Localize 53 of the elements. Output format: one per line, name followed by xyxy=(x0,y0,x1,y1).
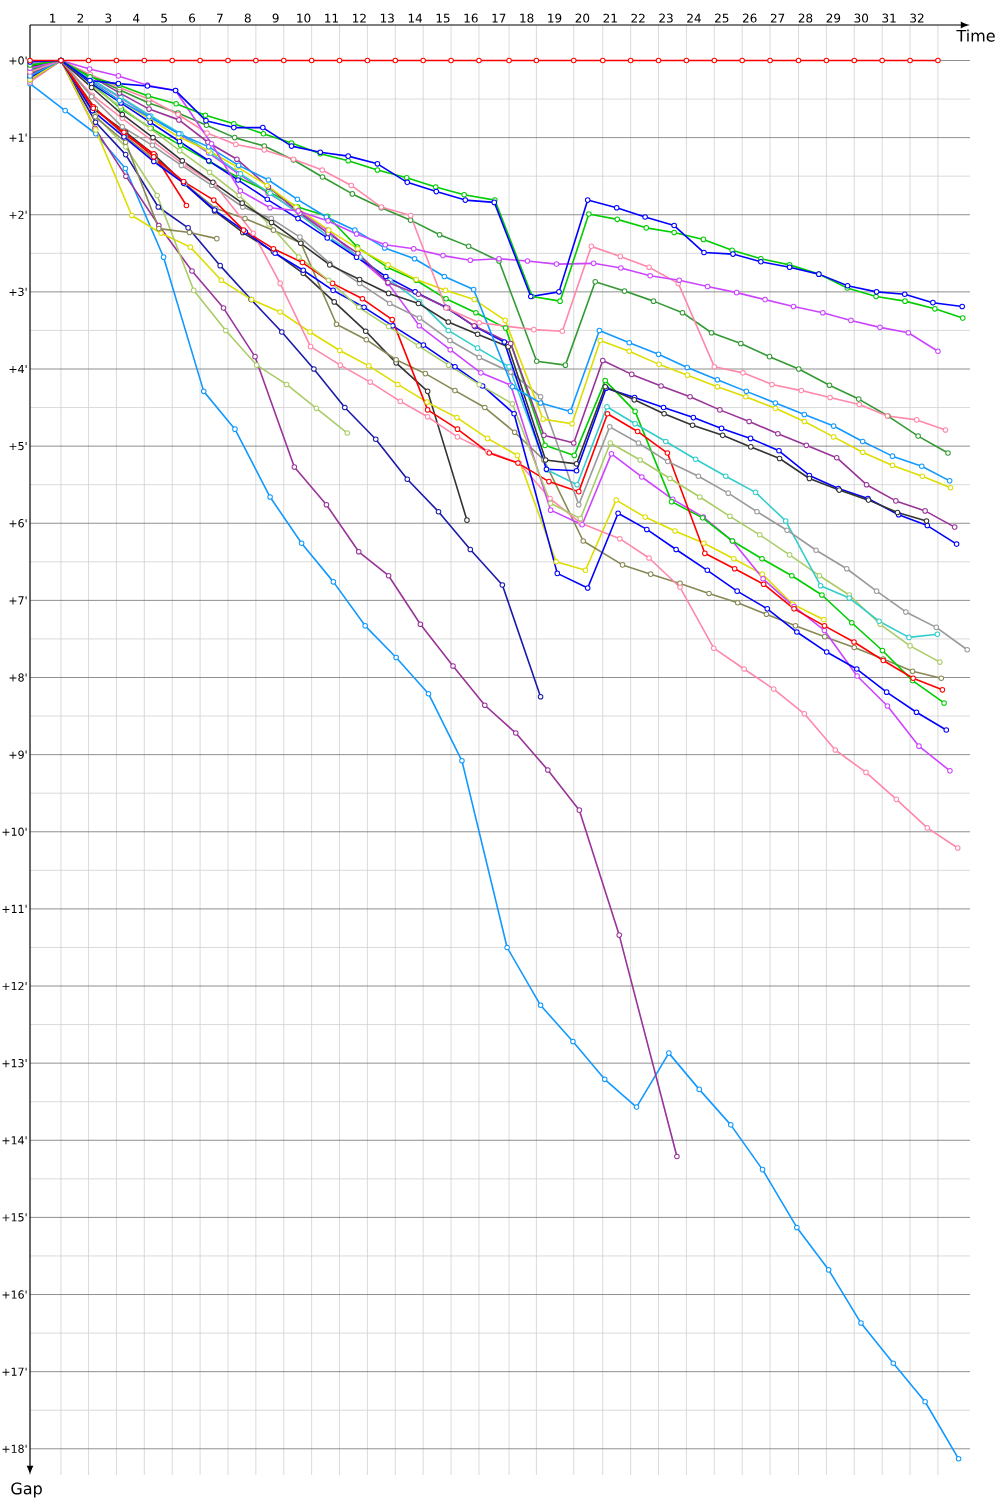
x-tick-label: 19 xyxy=(548,13,562,23)
y-tick-label: +9' xyxy=(9,750,27,759)
x-tick-label: 11 xyxy=(325,13,338,23)
x-tick-label: 25 xyxy=(715,13,729,23)
x-tick-label: 26 xyxy=(742,13,757,23)
y-tick-label: +4' xyxy=(9,364,27,374)
x-tick-label: 18 xyxy=(520,13,534,23)
x-tick-label: 32 xyxy=(910,13,924,23)
x-tick-label: 2 xyxy=(77,13,84,23)
x-tick-label: 20 xyxy=(575,13,590,23)
y-tick-label: +0' xyxy=(9,56,27,65)
x-tick-label: 16 xyxy=(464,13,478,23)
x-tick-label: 7 xyxy=(217,13,223,23)
x-tick-label: 22 xyxy=(631,13,645,23)
x-tick-label: 28 xyxy=(798,13,813,23)
y-tick-label: +1' xyxy=(9,133,27,142)
x-tick-label: 31 xyxy=(882,13,896,23)
y-tick-label: +7' xyxy=(9,596,27,605)
x-tick-label: 4 xyxy=(133,13,140,23)
y-tick-label: +18' xyxy=(2,1444,27,1453)
x-tick-label: 29 xyxy=(826,13,841,23)
y-tick-label: +13' xyxy=(2,1058,27,1068)
y-tick-label: +12' xyxy=(2,981,27,991)
x-tick-label: 12 xyxy=(353,13,366,23)
x-tick-label: 6 xyxy=(189,13,196,23)
x-tick-label: 5 xyxy=(161,13,167,23)
x-tick-label: 8 xyxy=(244,13,251,23)
y-tick-label: +10' xyxy=(2,827,27,836)
x-tick-label: 15 xyxy=(436,13,450,23)
x-tick-label: 23 xyxy=(659,13,673,23)
x-tick-label: 10 xyxy=(297,13,311,23)
x-axis-title: Time xyxy=(956,29,995,42)
y-tick-label: +17' xyxy=(2,1367,27,1376)
y-tick-label: +16' xyxy=(2,1290,27,1299)
x-tick-label: 14 xyxy=(408,13,423,23)
x-tick-label: 3 xyxy=(105,13,112,23)
x-tick-label: 13 xyxy=(380,13,394,23)
x-tick-label: 1 xyxy=(50,13,56,23)
x-tick-label: 30 xyxy=(854,13,869,23)
y-axis-title: Gap xyxy=(11,1482,42,1498)
x-tick-label: 17 xyxy=(492,13,506,23)
y-tick-label: +15' xyxy=(2,1213,27,1222)
y-tick-label: +11' xyxy=(2,904,27,913)
y-tick-label: +14' xyxy=(2,1136,27,1145)
y-tick-label: +2' xyxy=(9,210,27,219)
x-tick-label: 21 xyxy=(603,13,617,23)
y-tick-label: +3' xyxy=(9,287,27,297)
x-tick-label: 27 xyxy=(770,13,785,23)
x-tick-label: 9 xyxy=(272,13,279,23)
y-tick-label: +6' xyxy=(9,519,27,528)
x-tick-label: 24 xyxy=(687,13,701,23)
y-tick-label: +5' xyxy=(9,442,27,451)
y-tick-label: +8' xyxy=(9,673,27,682)
